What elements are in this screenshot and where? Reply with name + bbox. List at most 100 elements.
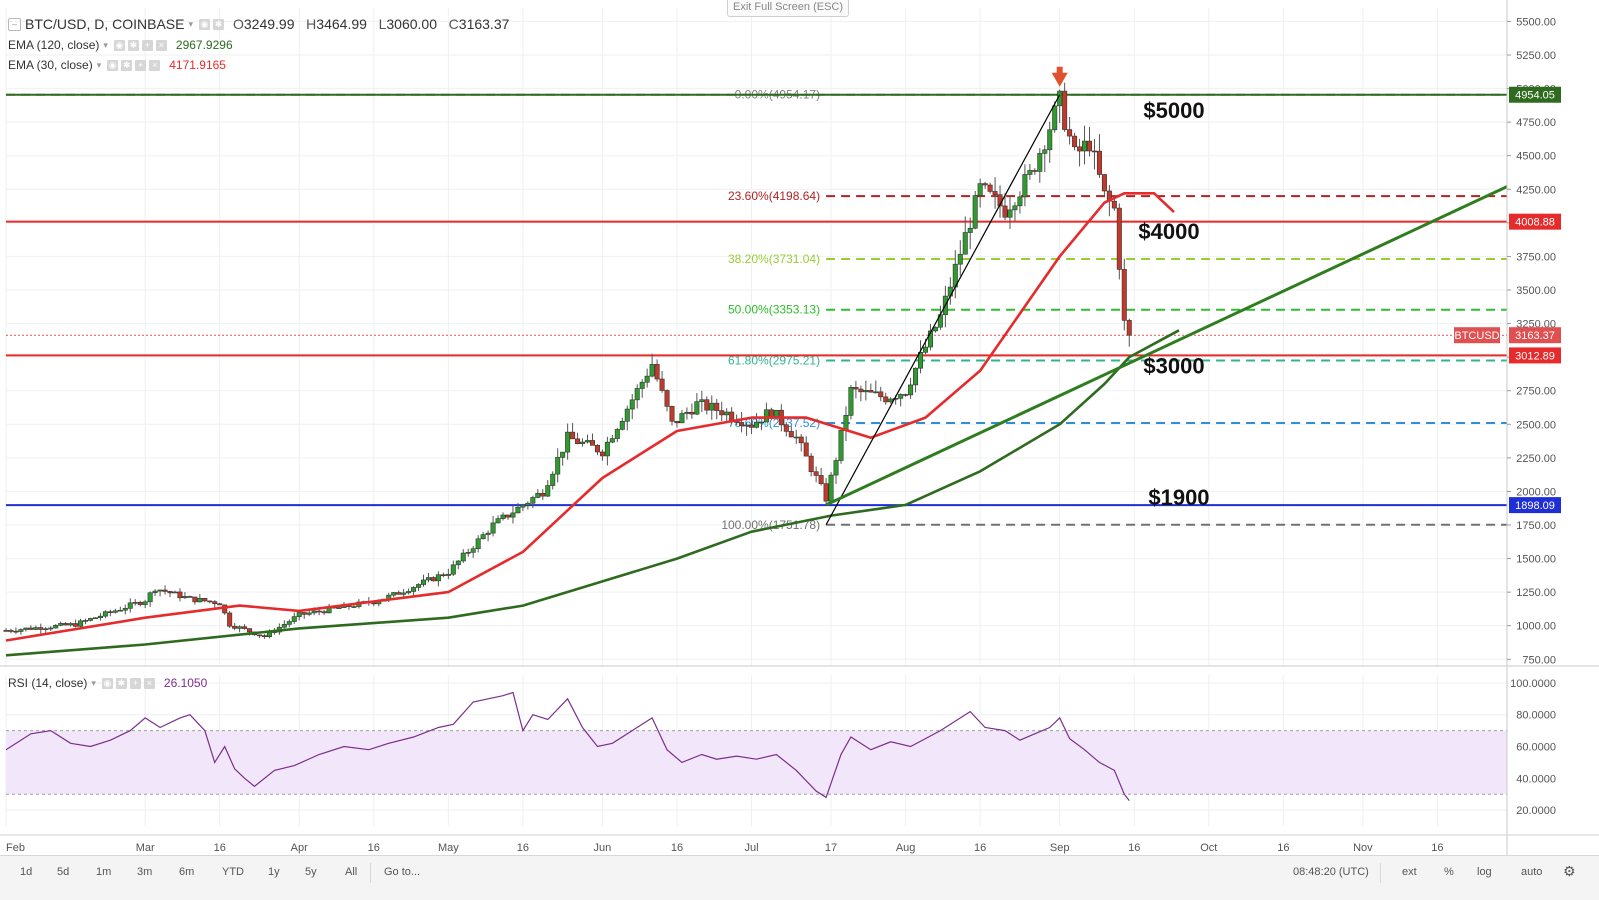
- candle-body: [445, 573, 451, 576]
- timeframe-3m[interactable]: 3m: [137, 866, 153, 878]
- candle-body: [555, 457, 561, 475]
- ema-120-name[interactable]: EMA (120, close): [8, 38, 100, 52]
- candle-body: [898, 394, 904, 399]
- candle-body: [1022, 174, 1028, 198]
- candle-body: [1082, 140, 1088, 152]
- close-icon[interactable]: ×: [155, 39, 167, 51]
- fib-level-label: 38.20%(3731.04): [728, 252, 820, 266]
- chevron-down-icon[interactable]: ▾: [188, 18, 193, 29]
- ema-30-value: 4171.9165: [169, 58, 226, 72]
- go-to-button[interactable]: Go to...: [384, 866, 421, 878]
- candlesticks: [3, 82, 1132, 639]
- symbol-tag-label: BTCUSD: [1454, 330, 1499, 342]
- add-icon[interactable]: +: [129, 677, 141, 689]
- add-icon[interactable]: +: [141, 39, 153, 51]
- candle-body: [177, 591, 183, 599]
- trendlines: [825, 94, 1508, 526]
- candle-body: [212, 601, 218, 605]
- timeframe-1y[interactable]: 1y: [268, 866, 280, 878]
- eye-icon[interactable]: ◉: [101, 677, 113, 689]
- candle-body: [565, 431, 571, 453]
- candle-body: [714, 402, 720, 411]
- gear-icon[interactable]: ✱: [213, 18, 224, 30]
- price-tick-label: 1500.00: [1516, 554, 1556, 566]
- candle-body: [1116, 207, 1122, 270]
- timeframe-5d[interactable]: 5d: [57, 866, 70, 878]
- candle-body: [1121, 269, 1127, 321]
- timeframe-5y[interactable]: 5y: [305, 866, 317, 878]
- candle-body: [411, 587, 417, 592]
- ema-30-name[interactable]: EMA (30, close): [8, 58, 93, 72]
- candle-body: [793, 436, 799, 439]
- price-chart[interactable]: 0.00%(4954.17)23.60%(4198.64)38.20%(3731…: [0, 0, 1599, 855]
- candle-body: [535, 492, 541, 498]
- candle-body: [33, 627, 39, 630]
- candle-body: [550, 473, 556, 486]
- close-icon[interactable]: ×: [143, 677, 155, 689]
- ema-lines: [5, 192, 1180, 657]
- candle-body: [8, 630, 14, 632]
- candle-body: [893, 398, 899, 400]
- candle-body: [301, 612, 307, 615]
- chevron-down-icon[interactable]: ▾: [96, 59, 102, 70]
- price-tick-label: 3750.00: [1516, 251, 1556, 263]
- exit-fullscreen-button[interactable]: Exit Full Screen (ESC): [727, 0, 849, 17]
- candle-body: [575, 438, 581, 444]
- candle-body: [480, 534, 486, 540]
- candle-body: [281, 624, 287, 628]
- candle-body: [147, 592, 153, 603]
- candle-body: [853, 387, 859, 390]
- auto-toggle[interactable]: auto: [1521, 866, 1543, 878]
- candle-body: [1017, 196, 1023, 207]
- time-tick-label: Oct: [1200, 842, 1217, 854]
- candle-body: [863, 390, 869, 393]
- candle-body: [704, 399, 710, 411]
- candle-body: [629, 399, 635, 410]
- candle-body: [48, 627, 54, 630]
- candle-body: [1091, 150, 1097, 153]
- timeframe-ytd[interactable]: YTD: [222, 866, 244, 878]
- candle-body: [992, 191, 998, 195]
- rsi-tick-label: 20.0000: [1516, 805, 1556, 817]
- candle-body: [644, 375, 650, 383]
- eye-icon[interactable]: ◉: [199, 18, 210, 30]
- candle-body: [321, 611, 327, 614]
- candle-body: [982, 183, 988, 186]
- candle-body: [1077, 146, 1083, 152]
- chevron-down-icon[interactable]: ▾: [103, 39, 108, 50]
- candle-body: [1032, 170, 1038, 172]
- candle-body: [768, 409, 774, 418]
- candle-body: [957, 253, 963, 265]
- candle-body: [530, 497, 536, 504]
- rsi-value: 26.1050: [163, 676, 208, 690]
- timeframe-1d[interactable]: 1d: [20, 866, 33, 878]
- timeframe-all[interactable]: All: [345, 866, 358, 878]
- gear-icon[interactable]: ✱: [121, 59, 133, 71]
- candle-body: [619, 420, 625, 430]
- gear-icon[interactable]: ⚙: [1563, 863, 1576, 879]
- candle-body: [505, 514, 511, 518]
- close-icon[interactable]: ×: [149, 59, 161, 71]
- eye-icon[interactable]: ◉: [113, 39, 125, 51]
- percent-toggle[interactable]: %: [1444, 866, 1454, 878]
- gear-icon[interactable]: ✱: [115, 677, 127, 689]
- candle-body: [102, 611, 108, 617]
- ext-toggle[interactable]: ext: [1402, 866, 1417, 878]
- candle-body: [679, 413, 685, 424]
- down-arrow-icon-stem: [1056, 66, 1063, 75]
- timeframe-1m[interactable]: 1m: [96, 866, 112, 878]
- collapse-icon[interactable]: –: [8, 17, 21, 31]
- symbol-title[interactable]: BTC/USD, D, COINBASE: [25, 16, 185, 32]
- candle-body: [68, 623, 74, 626]
- chevron-down-icon[interactable]: ▾: [91, 677, 96, 688]
- rsi-name[interactable]: RSI (14, close): [8, 676, 88, 690]
- add-icon[interactable]: +: [135, 59, 147, 71]
- timeframe-6m[interactable]: 6m: [179, 866, 195, 878]
- candle-body: [465, 552, 471, 554]
- log-toggle[interactable]: log: [1477, 866, 1492, 878]
- price-tick-label: 2500.00: [1516, 419, 1556, 431]
- candle-body: [142, 601, 148, 605]
- gear-icon[interactable]: ✱: [127, 39, 139, 51]
- eye-icon[interactable]: ◉: [107, 59, 119, 71]
- candle-body: [435, 574, 441, 582]
